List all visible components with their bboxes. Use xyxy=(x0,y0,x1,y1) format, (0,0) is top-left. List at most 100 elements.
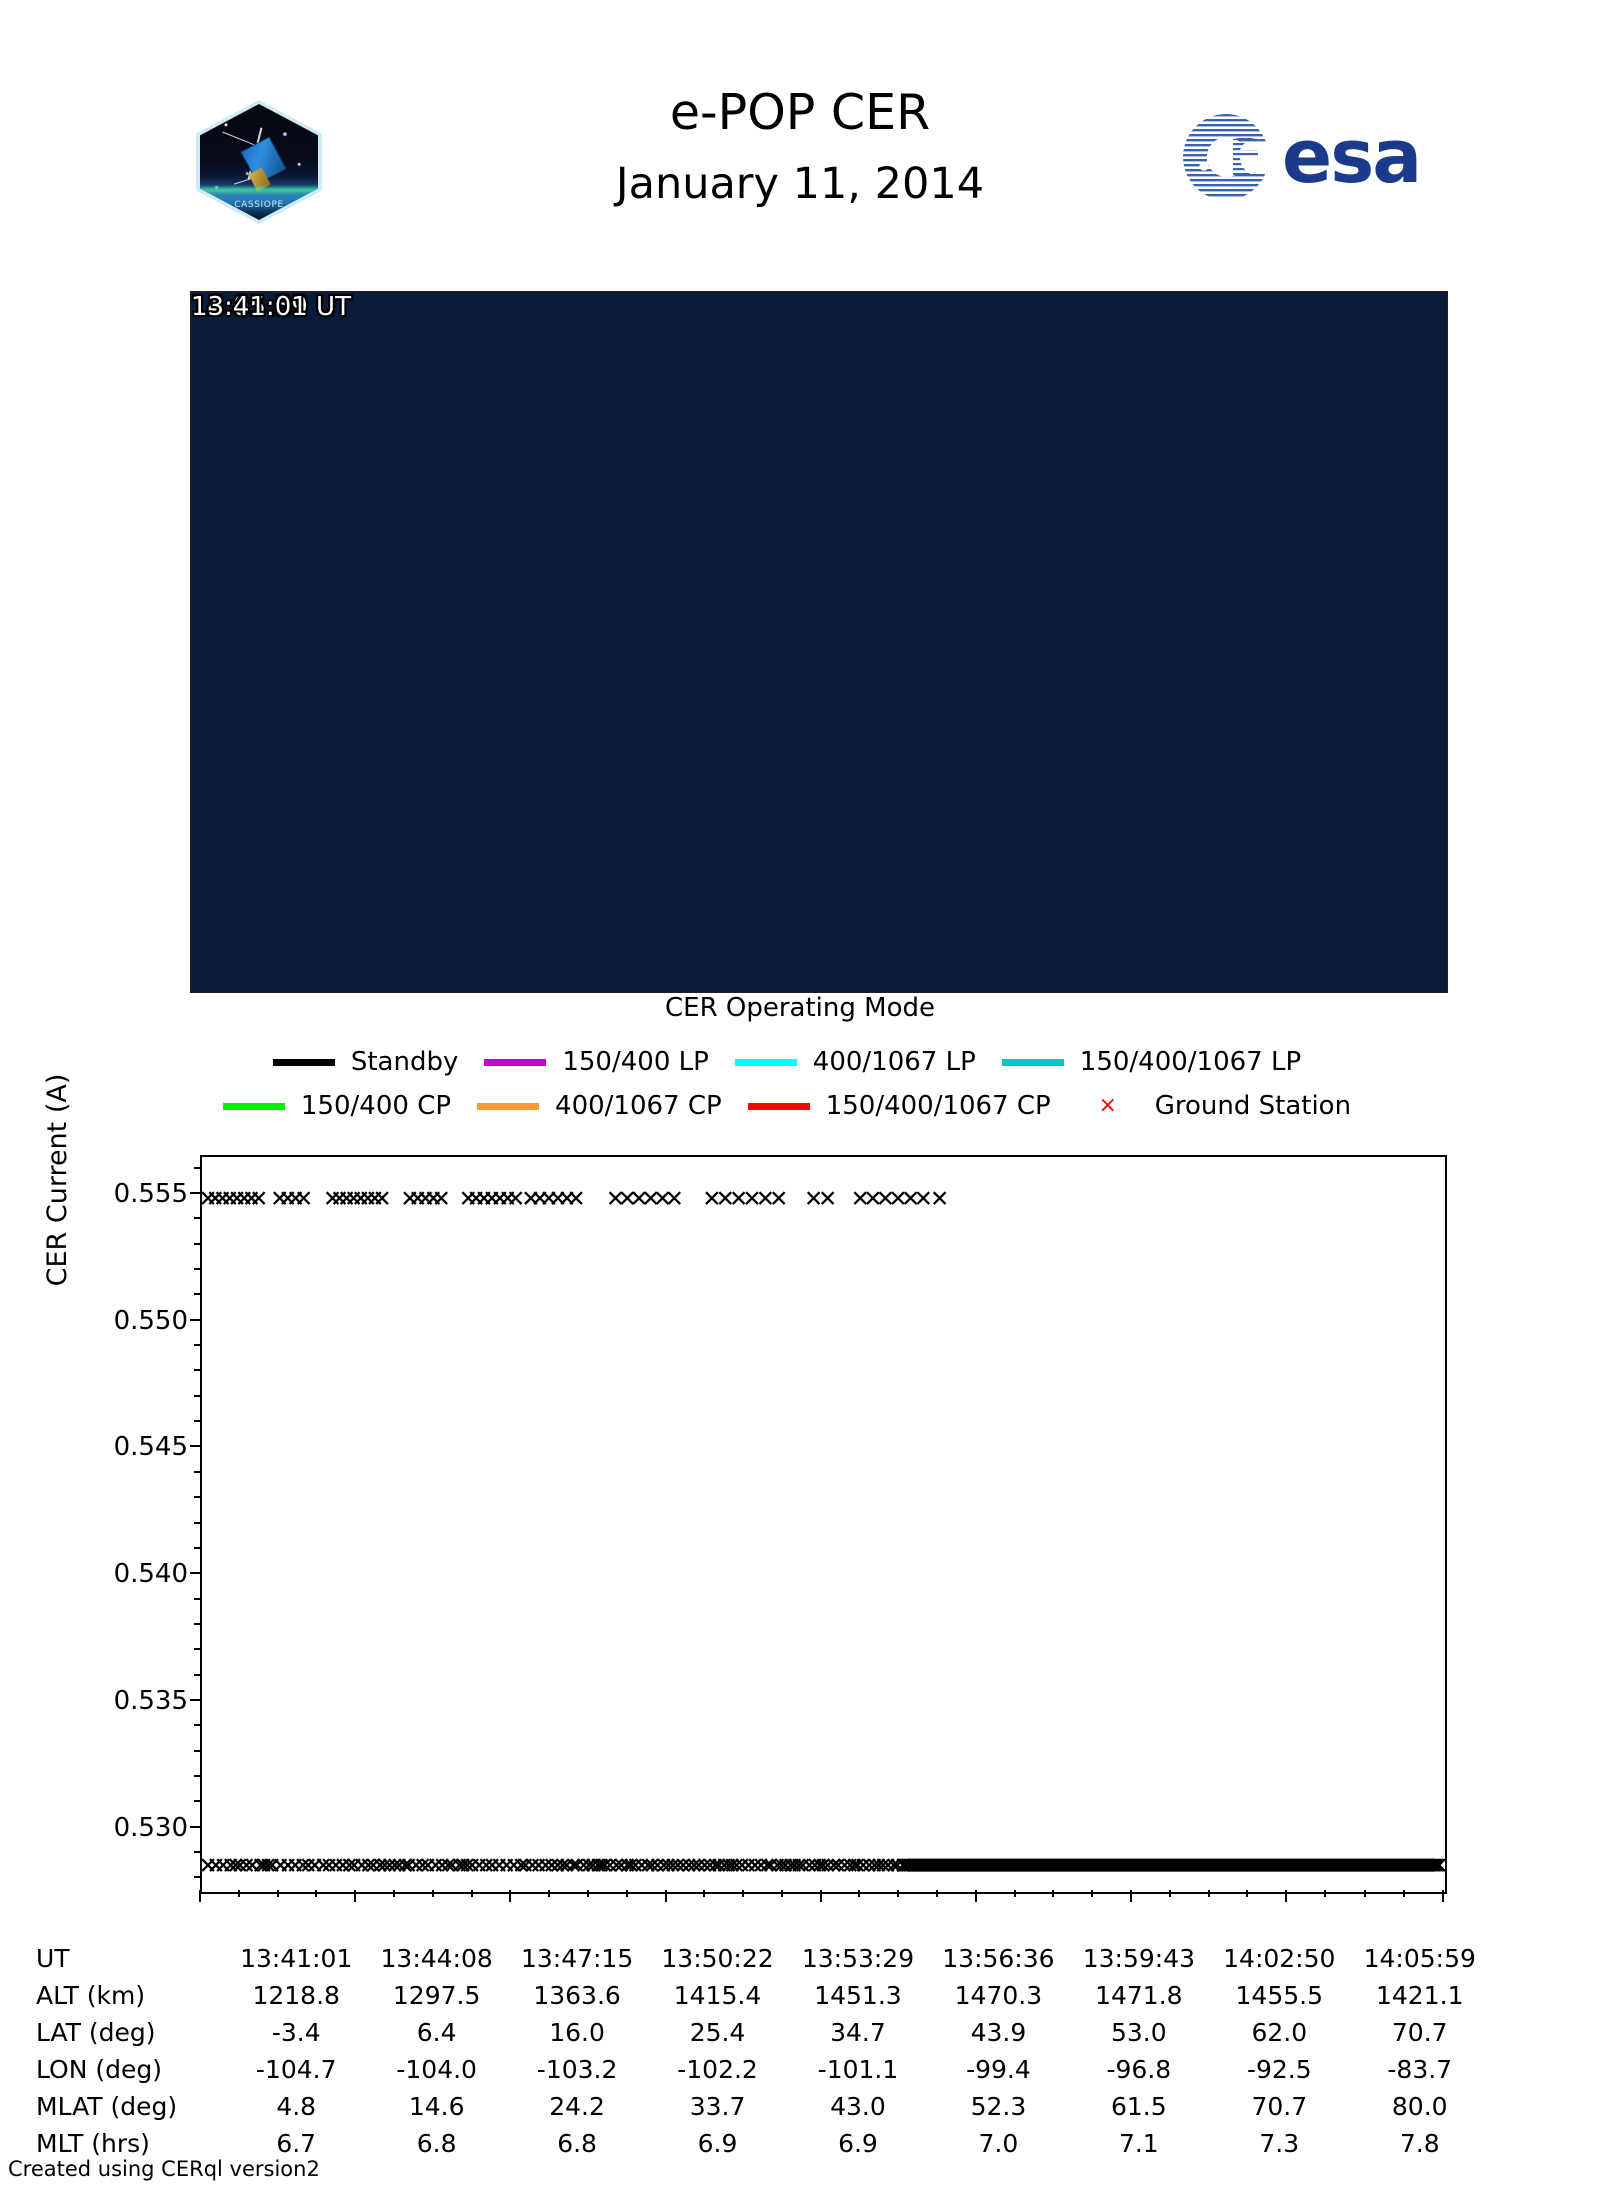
legend-label: 400/1067 CP xyxy=(555,1091,722,1121)
data-point-marker: ✕ xyxy=(929,1186,950,1213)
data-point-marker: ✕ xyxy=(1349,1853,1369,1880)
data-point-marker: ✕ xyxy=(1008,1853,1028,1880)
x-axis-minor-tick xyxy=(470,1890,473,1897)
data-point-marker: ✕ xyxy=(1123,1853,1143,1880)
table-cell: 7.0 xyxy=(978,2129,1019,2158)
table-row-header: MLAT (deg) xyxy=(36,2092,178,2121)
data-point-marker: ✕ xyxy=(803,1186,824,1213)
data-point-marker: ✕ xyxy=(934,1853,955,1880)
data-point-marker: ✕ xyxy=(1061,1853,1081,1880)
x-axis-minor-tick xyxy=(1052,1890,1055,1897)
data-point-marker: ✕ xyxy=(1376,1853,1396,1880)
data-point-marker: ✕ xyxy=(617,1186,637,1213)
data-point-marker: ✕ xyxy=(206,1853,226,1880)
table-cell: 6.8 xyxy=(416,2129,457,2158)
legend-entry-150-400-cp: 150/400 CP xyxy=(222,1091,477,1121)
data-point-marker: ✕ xyxy=(1195,1853,1215,1880)
data-point-marker: ✕ xyxy=(1006,1853,1027,1880)
data-point-marker: ✕ xyxy=(1354,1853,1374,1880)
data-point-marker: ✕ xyxy=(1426,1853,1446,1880)
data-point-marker: ✕ xyxy=(714,1853,734,1880)
data-point-marker: ✕ xyxy=(1162,1853,1182,1880)
data-point-marker: ✕ xyxy=(1096,1853,1116,1880)
data-point-marker: ✕ xyxy=(1037,1853,1057,1880)
x-axis-major-tick xyxy=(509,1890,512,1902)
data-point-marker: ✕ xyxy=(1125,1853,1145,1880)
y-axis-minor-tick xyxy=(194,1420,200,1423)
data-point-marker: ✕ xyxy=(298,1853,318,1880)
data-point-marker: ✕ xyxy=(769,1186,789,1213)
data-point-marker: ✕ xyxy=(1222,1853,1243,1880)
data-point-marker: ✕ xyxy=(625,1853,645,1880)
data-point-marker: ✕ xyxy=(1086,1853,1107,1880)
data-point-marker: ✕ xyxy=(931,1853,951,1880)
data-point-marker: ✕ xyxy=(1410,1853,1430,1880)
data-point-marker: ✕ xyxy=(1206,1853,1227,1880)
x-axis-minor-tick xyxy=(858,1890,861,1897)
data-point-marker: ✕ xyxy=(1230,1853,1251,1880)
data-point-marker: ✕ xyxy=(664,1186,684,1213)
data-point-marker: ✕ xyxy=(1418,1853,1438,1880)
data-point-marker: ✕ xyxy=(1421,1853,1441,1880)
data-point-marker: ✕ xyxy=(689,1853,709,1880)
data-point-marker: ✕ xyxy=(1413,1853,1433,1880)
x-axis-minor-tick xyxy=(1363,1890,1366,1897)
table-cell: 43.9 xyxy=(970,2018,1027,2047)
data-point-marker: ✕ xyxy=(213,1853,233,1880)
data-point-marker: ✕ xyxy=(1424,1853,1444,1880)
data-point-marker: ✕ xyxy=(212,1186,233,1213)
data-point-marker: ✕ xyxy=(973,1853,993,1880)
data-point-marker: ✕ xyxy=(1274,1853,1294,1880)
data-point-marker: ✕ xyxy=(641,1186,661,1213)
data-point-marker: ✕ xyxy=(1184,1853,1204,1880)
data-point-marker: ✕ xyxy=(1411,1853,1431,1880)
data-point-marker: ✕ xyxy=(1416,1853,1436,1880)
data-point-marker: ✕ xyxy=(1038,1853,1059,1880)
data-point-marker: ✕ xyxy=(847,1853,868,1880)
data-point-marker: ✕ xyxy=(904,1853,924,1880)
table-cell: 6.7 xyxy=(276,2129,317,2158)
table-row-header: UT xyxy=(36,1944,70,1973)
legend-row-1: Standby 150/400 LP 400/1067 LP 150/400/1067… xyxy=(0,1040,1600,1084)
data-point-marker: ✕ xyxy=(1331,1853,1351,1880)
data-point-marker: ✕ xyxy=(957,1853,977,1880)
y-axis-minor-tick xyxy=(194,1521,200,1524)
data-point-marker: ✕ xyxy=(426,1853,446,1880)
data-point-marker: ✕ xyxy=(818,1853,838,1880)
table-cell: 34.7 xyxy=(830,2018,886,2047)
data-point-marker: ✕ xyxy=(952,1853,972,1880)
data-point-marker: ✕ xyxy=(528,1853,549,1880)
data-point-marker: ✕ xyxy=(878,1853,898,1880)
data-point-marker: ✕ xyxy=(351,1186,371,1213)
data-point-marker: ✕ xyxy=(1077,1853,1097,1880)
data-point-marker: ✕ xyxy=(1133,1853,1153,1880)
y-axis-minor-tick xyxy=(194,1622,200,1625)
data-point-marker: ✕ xyxy=(700,1853,720,1880)
data-point-marker: ✕ xyxy=(1213,1853,1233,1880)
y-axis-minor-tick xyxy=(194,1394,200,1397)
data-point-marker: ✕ xyxy=(1059,1853,1079,1880)
table-cell: 13:47:15 xyxy=(520,1944,634,1973)
data-point-marker: ✕ xyxy=(1267,1853,1287,1880)
data-point-marker: ✕ xyxy=(313,1853,333,1880)
data-point-marker: ✕ xyxy=(925,1853,945,1880)
data-point-marker: ✕ xyxy=(442,1853,462,1880)
data-point-marker: ✕ xyxy=(1141,1853,1161,1880)
table-cell: 1471.8 xyxy=(1095,1981,1183,2010)
data-point-marker: ✕ xyxy=(1358,1853,1379,1880)
y-axis-major-tick xyxy=(190,1825,200,1828)
y-axis-minor-tick xyxy=(194,1800,200,1803)
data-point-marker: ✕ xyxy=(1163,1853,1183,1880)
legend-label: 150/400 CP xyxy=(300,1091,452,1121)
data-point-marker: ✕ xyxy=(225,1853,246,1880)
data-point-marker: ✕ xyxy=(981,1853,1001,1880)
table-cell: 13:44:08 xyxy=(380,1944,493,1973)
data-point-marker: ✕ xyxy=(336,1186,357,1213)
data-point-marker: ✕ xyxy=(963,1853,983,1880)
data-point-marker: ✕ xyxy=(1062,1853,1083,1880)
data-point-marker: ✕ xyxy=(755,1186,775,1213)
data-point-marker: ✕ xyxy=(1181,1853,1201,1880)
x-axis-major-tick xyxy=(819,1890,822,1902)
data-point-marker: ✕ xyxy=(557,1853,577,1880)
data-point-marker: ✕ xyxy=(1117,1853,1137,1880)
